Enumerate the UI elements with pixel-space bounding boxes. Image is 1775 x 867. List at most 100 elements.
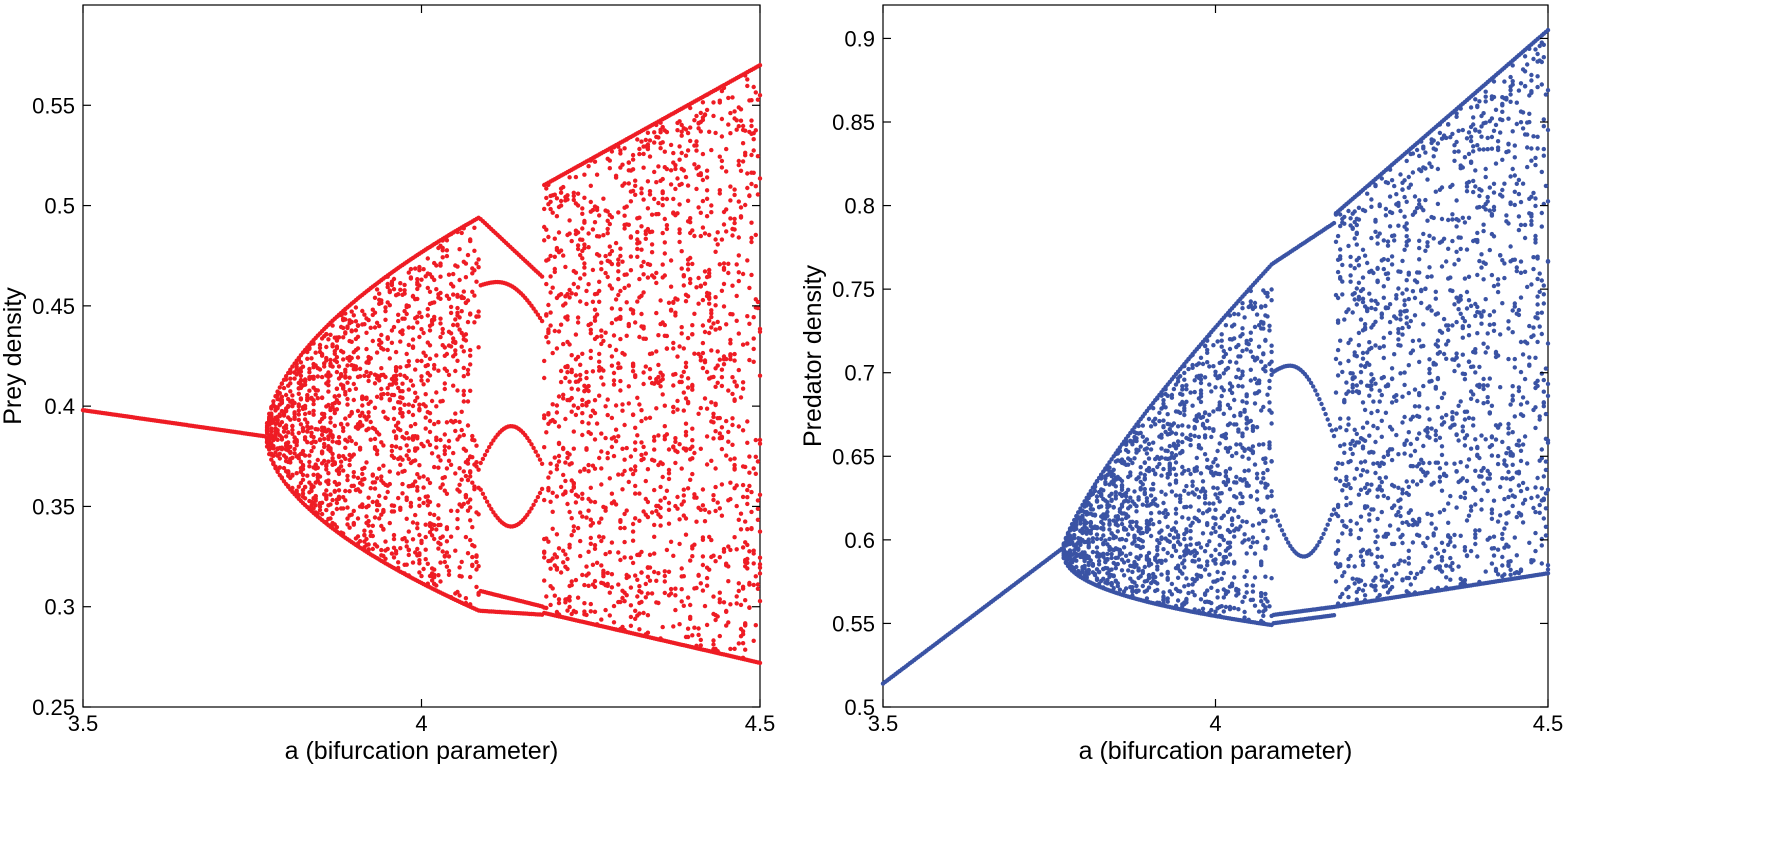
data-point bbox=[633, 440, 638, 445]
data-point bbox=[432, 362, 437, 368]
data-point bbox=[730, 312, 735, 317]
data-point bbox=[728, 216, 733, 221]
data-point bbox=[713, 295, 718, 300]
data-point bbox=[715, 380, 720, 385]
data-point bbox=[1161, 500, 1166, 506]
data-point bbox=[679, 133, 684, 138]
data-point bbox=[719, 425, 725, 430]
data-point bbox=[707, 232, 712, 238]
data-point bbox=[1207, 572, 1212, 577]
data-point bbox=[732, 358, 737, 363]
data-point bbox=[377, 432, 382, 437]
data-point bbox=[599, 375, 604, 380]
data-point bbox=[707, 301, 712, 306]
data-point bbox=[685, 634, 691, 640]
data-point bbox=[322, 444, 327, 450]
data-point bbox=[487, 503, 492, 508]
data-point bbox=[406, 552, 411, 558]
data-point bbox=[649, 229, 655, 234]
data-point bbox=[1211, 485, 1216, 490]
data-point bbox=[558, 190, 564, 195]
data-point bbox=[343, 498, 348, 503]
data-point bbox=[571, 446, 576, 451]
data-point bbox=[721, 304, 727, 309]
data-point bbox=[664, 223, 670, 228]
data-point bbox=[724, 169, 729, 174]
data-point bbox=[635, 395, 640, 400]
data-point bbox=[360, 482, 365, 487]
data-point bbox=[624, 204, 629, 209]
data-point bbox=[374, 350, 380, 355]
data-point bbox=[457, 593, 462, 598]
data-point bbox=[474, 553, 479, 558]
data-point bbox=[1105, 581, 1110, 586]
data-point bbox=[599, 482, 604, 487]
data-point bbox=[457, 565, 462, 570]
data-point bbox=[588, 183, 593, 188]
data-point bbox=[298, 480, 304, 486]
data-point bbox=[552, 328, 557, 334]
data-point bbox=[330, 451, 335, 457]
data-point bbox=[563, 416, 568, 422]
data-point bbox=[755, 498, 761, 503]
data-point bbox=[622, 539, 627, 545]
data-point bbox=[1107, 503, 1112, 508]
data-point bbox=[702, 358, 708, 363]
data-point bbox=[455, 358, 460, 363]
data-point bbox=[408, 424, 414, 429]
data-point bbox=[332, 489, 337, 494]
data-point bbox=[472, 438, 477, 443]
data-point bbox=[586, 245, 591, 250]
data-point bbox=[533, 309, 538, 314]
data-point bbox=[277, 391, 282, 396]
data-point bbox=[1202, 426, 1208, 431]
data-point bbox=[309, 448, 314, 454]
data-point bbox=[345, 477, 350, 483]
data-point bbox=[647, 154, 653, 159]
data-point bbox=[1123, 586, 1129, 591]
data-point bbox=[364, 417, 369, 422]
data-point bbox=[726, 388, 731, 393]
data-point bbox=[573, 270, 579, 275]
data-point bbox=[728, 357, 733, 362]
data-point bbox=[736, 270, 741, 275]
data-point bbox=[639, 549, 644, 555]
data-point bbox=[349, 411, 354, 416]
data-point bbox=[468, 574, 473, 580]
data-point bbox=[641, 509, 646, 514]
data-point bbox=[1186, 590, 1191, 596]
data-point bbox=[743, 622, 748, 627]
data-point bbox=[745, 495, 750, 500]
data-point bbox=[1155, 581, 1160, 586]
data-point bbox=[436, 454, 441, 459]
data-point bbox=[328, 357, 333, 363]
data-point bbox=[586, 583, 591, 588]
data-point bbox=[704, 188, 710, 193]
data-point bbox=[639, 224, 644, 229]
data-point bbox=[677, 157, 682, 162]
data-point bbox=[1082, 563, 1087, 569]
data-point bbox=[609, 215, 615, 220]
data-point bbox=[552, 236, 557, 241]
data-point bbox=[588, 485, 593, 490]
data-point bbox=[1178, 589, 1183, 594]
data-point bbox=[421, 350, 426, 355]
data-point bbox=[730, 416, 735, 421]
data-point bbox=[749, 123, 754, 129]
data-point bbox=[675, 398, 680, 404]
data-point bbox=[434, 445, 439, 450]
data-point bbox=[643, 478, 648, 484]
data-point bbox=[628, 268, 634, 273]
data-point bbox=[341, 350, 346, 355]
data-point bbox=[683, 429, 689, 435]
data-point bbox=[1146, 416, 1152, 422]
data-point bbox=[544, 186, 549, 191]
data-point bbox=[1134, 520, 1139, 525]
data-point bbox=[535, 494, 541, 500]
data-point bbox=[1173, 511, 1179, 516]
data-point bbox=[656, 600, 661, 606]
data-point bbox=[1194, 576, 1199, 582]
data-point bbox=[482, 452, 488, 458]
data-point bbox=[552, 192, 557, 197]
data-point bbox=[675, 211, 680, 216]
